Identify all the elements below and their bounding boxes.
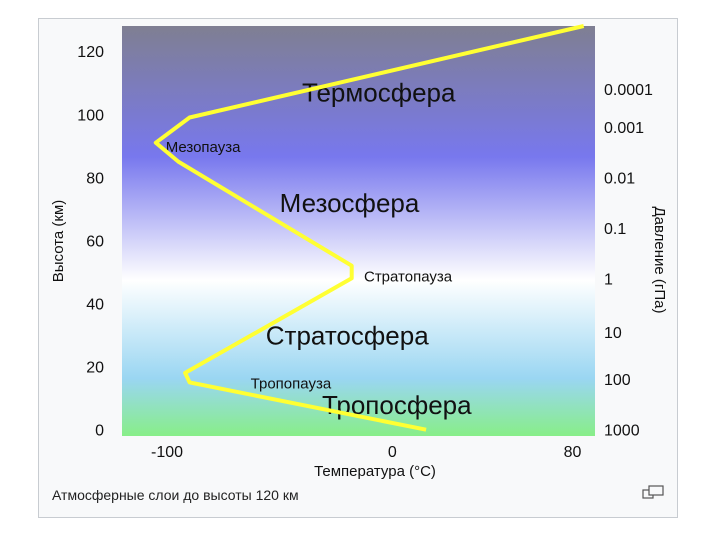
- pressure-tick-label: 0.01: [604, 170, 635, 187]
- x-tick-label: -100: [151, 444, 183, 461]
- layer-label-1: Мезопауза: [166, 139, 241, 156]
- pressure-tick-label: 0.001: [604, 120, 644, 137]
- pressure-axis-label: Давление (гПа): [651, 207, 668, 314]
- figure-caption: Атмосферные слои до высоты 120 км: [52, 487, 299, 503]
- layer-label-6: Тропосфера: [322, 390, 472, 420]
- x-tick-label: 80: [564, 444, 582, 461]
- layer-label-3: Стратопауза: [364, 268, 453, 285]
- y-tick-label: 80: [86, 170, 104, 187]
- y-tick-label: 100: [77, 107, 104, 124]
- layer-label-4: Стратосфера: [266, 321, 429, 351]
- pressure-tick-label: 1: [604, 271, 613, 288]
- y-tick-label: 60: [86, 233, 104, 250]
- temperature-curve: [153, 24, 585, 432]
- y-tick-label: 20: [86, 360, 104, 377]
- y-tick-label: 40: [86, 297, 104, 314]
- layer-label-0: Термосфера: [302, 78, 456, 108]
- pressure-tick-label: 1000: [604, 423, 640, 440]
- enlarge-icon[interactable]: [642, 484, 666, 500]
- layer-label-5: Тропопауза: [251, 376, 332, 393]
- plot-background: [122, 26, 595, 436]
- pressure-tick-label: 0.1: [604, 221, 626, 238]
- y-tick-label: 120: [77, 44, 104, 61]
- y-tick-label: 0: [95, 423, 104, 440]
- y-axis-label: Высота (км): [50, 200, 67, 283]
- pressure-tick-label: 0.0001: [604, 82, 653, 99]
- pressure-tick-label: 10: [604, 325, 622, 342]
- layer-label-2: Мезосфера: [280, 188, 420, 218]
- pressure-tick-label: 100: [604, 372, 631, 389]
- x-axis-label: Температура (°C): [314, 463, 436, 480]
- x-tick-label: 0: [388, 444, 397, 461]
